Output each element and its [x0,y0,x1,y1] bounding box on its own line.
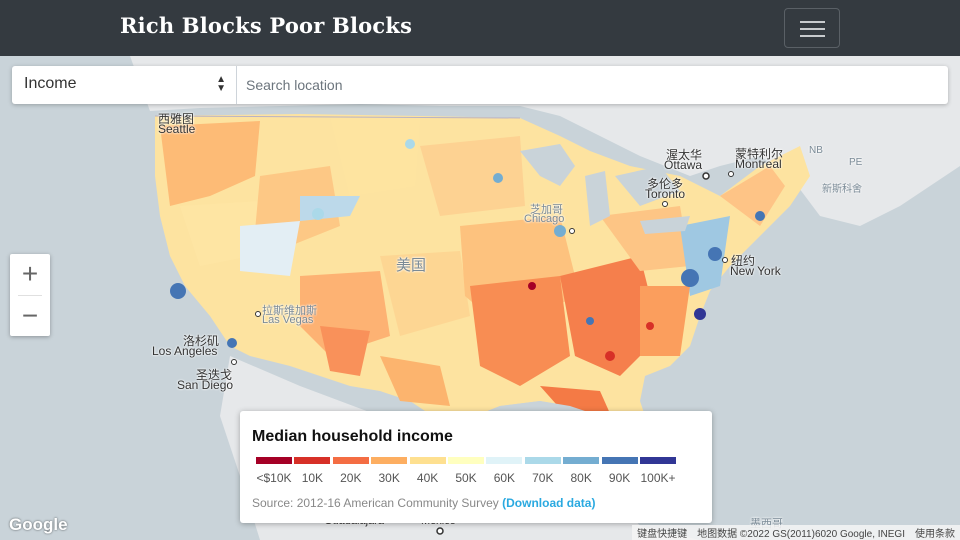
download-data-link[interactable]: (Download data) [502,496,596,510]
legend-swatch [409,457,446,464]
legend-panel: Median household income <$10K 10K 20K 30K 40… [240,411,712,523]
legend-source-text: Source: 2012-16 American Community Surve… [252,496,499,510]
search-input[interactable] [238,66,948,104]
brand-title[interactable]: Rich Blocks Poor Blocks [120,13,413,38]
map-label-ottawa-cn: 渥太华 [666,148,703,162]
metric-select-value: Income [24,75,77,92]
legend-label: <$10K [256,471,292,485]
map-label-toronto-en: Toronto [645,187,686,201]
map-label-lasvegas-en: Las Vegas [262,314,314,326]
map-label-montreal-cn: 蒙特利尔 [735,147,784,161]
legend-source: Source: 2012-16 American Community Surve… [252,496,595,510]
legend-label: 40K [416,471,439,485]
map-label-toronto-cn: 多伦多 [647,177,684,191]
zoom-out-button[interactable]: − [21,300,39,331]
hamburger-icon-line [800,35,825,37]
legend-swatch [371,457,408,464]
map-label-nb: NB [809,145,823,156]
legend-label: 90K [608,471,631,485]
map-label-montreal-en: Montreal [735,157,782,171]
zoom-control: + − [10,254,50,336]
metric-select[interactable]: Income ▲ ▼ [12,66,237,104]
map-label-sandiego-cn: 圣迭戈 [196,368,233,382]
legend-label: 50K [455,471,477,485]
legend-swatch [256,457,292,464]
map-attribution: 键盘快捷键 地图数据 ©2022 GS(2011)6020 Google, IN… [632,525,960,540]
map-label-lasvegas-cn: 拉斯维加斯 [262,305,317,317]
legend-scale: <$10K 10K 20K 30K 40K 50K 60K 70K 80K 90K 100K+ [256,457,678,487]
google-logo: Google [9,515,68,534]
hamburger-icon [800,21,825,23]
legend-label: 60K [493,471,516,485]
legend-label: 30K [378,471,400,485]
menu-toggle-button[interactable] [784,8,840,48]
legend-label: 80K [570,471,592,485]
controls-bar: Income ▲ ▼ [12,66,948,104]
map-label-newyork-cn: 纽约 [731,254,756,268]
zoom-divider [18,295,42,296]
legend-label: 20K [340,471,362,485]
select-updown-icon: ▲ ▼ [216,74,226,94]
legend-swatch [601,457,638,464]
map-label-losangeles-cn: 洛杉矶 [183,334,220,348]
legend-label: 70K [532,471,554,485]
map-label-ottawa-en: Ottawa [664,158,703,172]
legend-swatch [332,457,369,464]
map-data-text: 地图数据 ©2022 GS(2011)6020 Google, INEGI [697,529,905,540]
map-label-newyork-en: New York [730,264,781,278]
map-label-chicago-en: Chicago [524,213,565,225]
legend-title: Median household income [252,428,453,445]
legend-swatch [563,457,600,464]
map-label-newbrunswick-cn: 新斯科舍 [822,184,862,195]
legend-swatch [448,457,484,464]
legend-swatch [294,457,331,464]
legend-label: 100K+ [640,471,676,485]
navbar: Rich Blocks Poor Blocks [0,0,960,56]
map-label-losangeles-en: Los Angeles [152,344,218,358]
legend-label: 10K [301,471,324,485]
map-label-seattle-cn: 西雅图 [158,112,195,126]
terms-link[interactable]: 使用条款 [915,529,955,540]
legend-swatch [640,457,676,464]
hamburger-icon-line [800,28,825,30]
map-label-sandiego-en: San Diego [177,378,234,392]
zoom-in-button[interactable]: + [21,258,39,289]
legend-swatch [486,457,523,464]
keyboard-shortcuts-link[interactable]: 键盘快捷键 [637,529,688,540]
map-label-pe: PE [849,157,863,168]
map-label-chicago-cn: 芝加哥 [530,204,563,216]
legend-swatch [524,457,561,464]
map-label-country: 美国 [396,257,427,274]
map-label-seattle-en: Seattle [158,122,196,136]
